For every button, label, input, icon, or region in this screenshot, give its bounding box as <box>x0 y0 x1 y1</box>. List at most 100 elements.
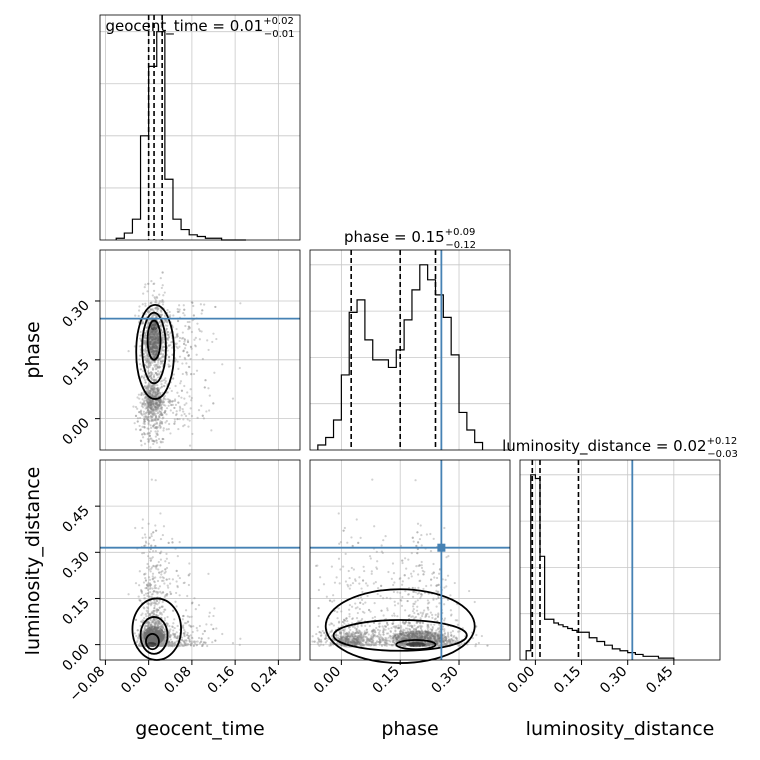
sample-point <box>161 636 165 639</box>
sample-point <box>141 637 144 640</box>
sample-point <box>138 598 141 602</box>
sample-point <box>147 418 150 422</box>
sample-point <box>148 636 151 639</box>
sample-point <box>171 541 174 544</box>
sample-point <box>362 602 365 606</box>
sample-point <box>151 338 154 341</box>
sample-point <box>151 336 154 339</box>
sample-point <box>153 341 156 344</box>
sample-point <box>148 595 151 598</box>
sample-point <box>178 405 182 408</box>
sample-point <box>427 626 430 629</box>
sample-point <box>429 611 432 614</box>
sample-point <box>156 363 159 366</box>
sample-point <box>145 583 149 586</box>
sample-point <box>343 526 346 530</box>
sample-point <box>148 390 151 393</box>
sample-point <box>147 440 150 443</box>
sample-point <box>189 345 193 348</box>
sample-point <box>154 323 157 327</box>
sample-point <box>152 402 155 405</box>
sample-point <box>363 630 366 633</box>
sample-point <box>141 619 144 622</box>
sample-point <box>159 642 163 645</box>
sample-point <box>159 644 162 647</box>
sample-point <box>430 623 433 626</box>
sample-point <box>148 362 151 365</box>
sample-point <box>379 633 382 636</box>
sample-point <box>155 351 159 354</box>
sample-point <box>162 300 165 303</box>
sample-point <box>144 592 148 595</box>
sample-point <box>149 342 152 346</box>
sample-point <box>156 340 159 344</box>
sample-point <box>143 399 146 402</box>
sample-point <box>175 605 178 608</box>
sample-point <box>149 343 152 346</box>
sample-point <box>393 600 396 603</box>
sample-point <box>158 366 161 369</box>
sample-point <box>160 405 163 408</box>
sample-point <box>149 584 152 587</box>
sample-point <box>147 427 150 430</box>
sample-point <box>160 573 163 576</box>
sample-point <box>146 584 149 587</box>
sample-point <box>146 625 149 628</box>
sample-point <box>190 602 194 605</box>
sample-point <box>142 376 146 379</box>
sample-point <box>417 586 420 589</box>
sample-point <box>396 615 399 618</box>
sample-point <box>161 349 164 352</box>
sample-point <box>156 305 159 309</box>
sample-point <box>166 398 170 401</box>
sample-point <box>149 637 153 640</box>
sample-point <box>150 595 153 599</box>
sample-point <box>419 617 422 620</box>
sample-point <box>164 320 167 323</box>
sample-point <box>181 331 184 334</box>
sample-point <box>154 346 157 350</box>
sample-point <box>149 341 152 345</box>
sample-point <box>392 612 396 615</box>
sample-point <box>382 628 385 631</box>
sample-point <box>151 641 154 645</box>
sample-point <box>175 569 178 572</box>
sample-point <box>152 350 155 353</box>
sample-point <box>149 638 152 641</box>
sample-point <box>180 389 184 392</box>
sample-point <box>153 378 156 381</box>
sample-point <box>166 615 169 619</box>
sample-point <box>158 403 161 406</box>
sample-point <box>153 387 156 390</box>
sample-point <box>149 401 152 404</box>
sample-point <box>158 631 162 634</box>
sample-point <box>188 615 191 619</box>
sample-point <box>157 625 160 628</box>
sample-point <box>144 414 147 417</box>
sample-point <box>157 403 161 406</box>
sample-point <box>149 415 152 418</box>
sample-point <box>390 643 394 646</box>
sample-point <box>152 609 155 612</box>
sample-point <box>150 408 153 411</box>
sample-point <box>146 406 149 410</box>
sample-point <box>148 641 151 644</box>
sample-point <box>147 640 151 643</box>
sample-point <box>154 619 157 622</box>
sample-point <box>150 385 153 388</box>
sample-point <box>211 340 214 344</box>
sample-point <box>144 339 147 342</box>
sample-point <box>154 329 157 332</box>
sample-point <box>154 313 157 317</box>
sample-point <box>149 302 153 305</box>
sample-point <box>435 605 438 608</box>
sample-point <box>151 367 154 370</box>
sample-point <box>382 633 385 636</box>
sample-point <box>363 569 366 573</box>
sample-point <box>149 375 153 378</box>
sample-point <box>426 629 429 632</box>
sample-point <box>157 358 160 361</box>
sample-point <box>372 582 375 585</box>
sample-point <box>160 386 163 389</box>
sample-point <box>158 423 161 427</box>
